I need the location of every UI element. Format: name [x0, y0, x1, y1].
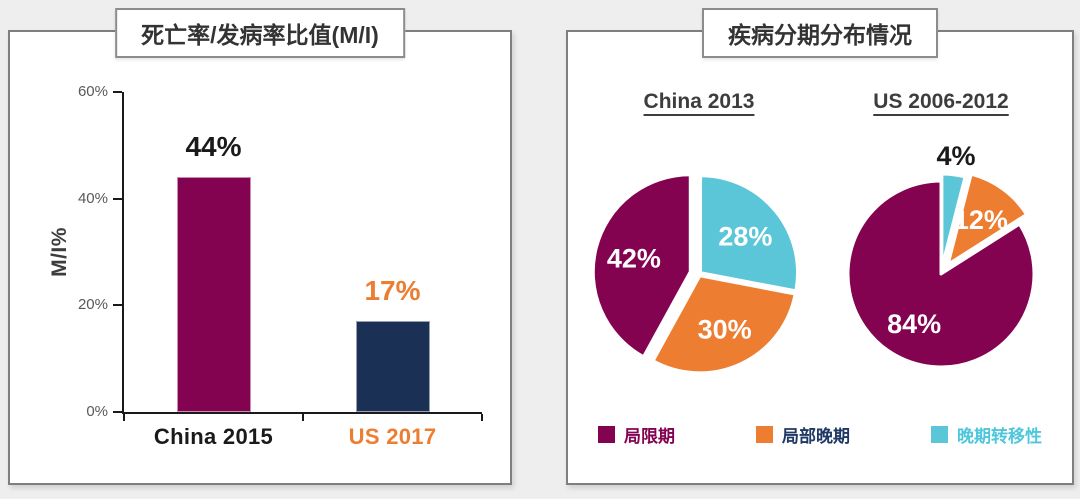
- y-axis-tick-label: 60%: [77, 83, 108, 100]
- legend-label-locally-advanced: 局部晚期: [782, 427, 850, 446]
- pie-block-us-2006-2012: US 2006-2012 4% 12% 84%: [821, 90, 1061, 387]
- bar-value-label-china-2015: 44%: [185, 131, 242, 163]
- pie-chart-us-2006-2012: 4% 12% 84%: [826, 141, 1056, 387]
- pie-title-us-2006-2012: US 2006-2012: [873, 90, 1009, 113]
- bar-plot-area: 0% 20% 40% 60% 44% China 2015 17% US 2017: [78, 83, 483, 449]
- pie-label-localized: 84%: [887, 309, 941, 339]
- legend-label-localized: 局限期: [624, 427, 675, 446]
- y-axis-tick-label: 40%: [77, 189, 108, 207]
- pie-slice-advanced-metastatic: [699, 174, 800, 293]
- legend-item-locally-advanced: 局部晚期: [756, 422, 850, 447]
- pie-block-china-2013: China 2013 28% 30% 42%: [579, 90, 819, 387]
- x-axis-tick: [123, 414, 125, 421]
- pie-legend: 局限期 局部晚期 晚期转移性: [568, 422, 1072, 447]
- x-axis-tick: [481, 414, 483, 421]
- y-axis-tick: [113, 304, 122, 307]
- pie-china-2013-svg: 28% 30% 42%: [591, 173, 800, 375]
- pie-label-advanced-metastatic: 4%: [936, 142, 975, 171]
- right-panel-title: 疾病分期分布情况: [702, 8, 938, 58]
- x-axis-category-label-china-2015: China 2015: [153, 424, 274, 449]
- pie-slice-locally-advanced: [946, 172, 1029, 266]
- pie-label-advanced-metastatic: 28%: [718, 222, 772, 252]
- pie-slice-advanced-metastatic: [940, 172, 967, 269]
- x-axis-category-label-us-2017: US 2017: [348, 424, 437, 449]
- y-axis-tick: [113, 411, 122, 413]
- legend-swatch-advanced-metastatic: [931, 426, 948, 443]
- x-axis-tick: [302, 414, 304, 421]
- bar-value-label-us-2017: 17%: [364, 275, 421, 307]
- pie-charts-row: China 2013 28% 30% 42% US 2006-2012 4% 12% 8…: [568, 90, 1072, 387]
- disease-stage-panel: 疾病分期分布情况 China 2013 28% 30% 42% US 2006-20…: [566, 8, 1074, 485]
- pie-label-locally-advanced: 12%: [954, 205, 1008, 235]
- left-panel-title: 死亡率/发病率比值(M/I): [115, 8, 405, 58]
- legend-item-localized: 局限期: [598, 422, 675, 447]
- y-axis-tick: [113, 197, 122, 200]
- pie-label-locally-advanced: 30%: [698, 315, 752, 345]
- y-axis-tick-label: 20%: [77, 296, 108, 314]
- y-axis-tick: [113, 91, 122, 93]
- legend-label-advanced-metastatic: 晚期转移性: [957, 427, 1042, 446]
- y-axis-tick-label: 0%: [86, 403, 108, 420]
- bar-china-2015: [176, 177, 251, 412]
- mi-ratio-bar-chart: M/I% 0% 20% 40% 60% 44% China 2015 17% US 2017: [10, 32, 510, 483]
- pie-slice-localized: [591, 173, 692, 359]
- y-axis-title: M/I%: [48, 227, 71, 277]
- pie-chart-china-2013: 28% 30% 42%: [584, 142, 814, 387]
- legend-item-advanced-metastatic: 晚期转移性: [931, 422, 1042, 447]
- legend-swatch-localized: [598, 426, 615, 443]
- bar-us-2017: [355, 321, 430, 412]
- mortality-incidence-panel: 死亡率/发病率比值(M/I) M/I% 0% 20% 40% 60% 44% China 2…: [8, 8, 512, 485]
- pie-title-china-2013: China 2013: [643, 90, 755, 113]
- legend-swatch-locally-advanced: [756, 426, 773, 443]
- pie-us-2006-2012-svg: 4% 12% 84%: [846, 141, 1036, 369]
- pie-label-localized: 42%: [607, 243, 661, 273]
- pie-slice-locally-advanced: [651, 274, 797, 375]
- pie-slice-localized: [846, 179, 1036, 369]
